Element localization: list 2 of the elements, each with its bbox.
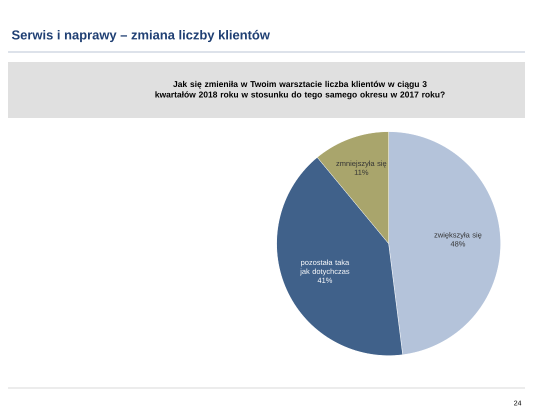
chart-subtitle: Jak się zmieniła w Twoim warsztacie liczba klientów w ciągu 3 kwartałów 2018 roku w stosunku do tego samego okresu w 2017 roku?: [155, 80, 445, 100]
text: Serwis i naprawy – zmiana liczby klientów: [12, 30, 270, 42]
